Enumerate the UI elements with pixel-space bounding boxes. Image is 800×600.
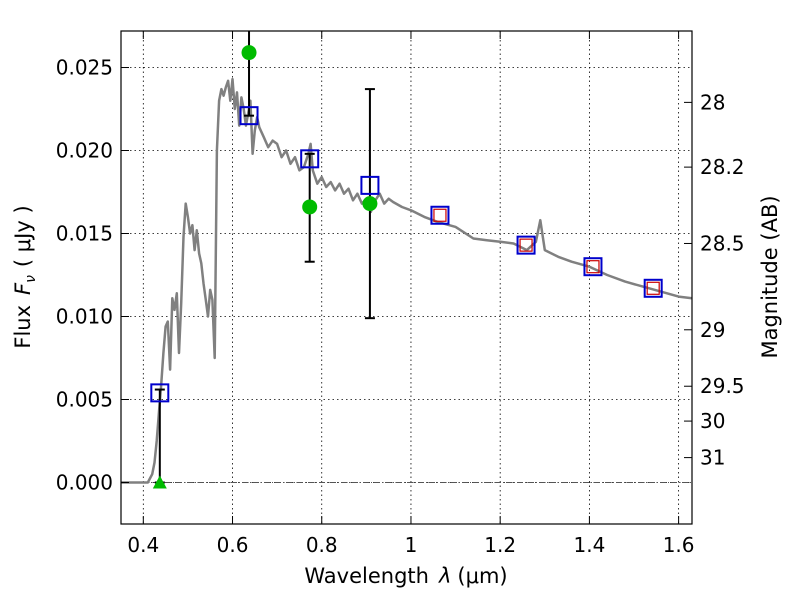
model-box-inner: [433, 208, 447, 222]
observed-point: [362, 196, 378, 212]
y2-tick-label: 29: [700, 318, 725, 342]
x-tick-label: 1.6: [663, 533, 695, 557]
y-tick-label: 0.005: [56, 388, 113, 412]
y2-axis-ticks: 28 28.2 28.5 29 29.5 30 31: [684, 90, 745, 470]
y2-tick-label: 28.2: [700, 155, 745, 179]
y2-axis-label: Magnitude (AB): [758, 195, 782, 358]
x-axis-label: Wavelength λ (μm): [304, 564, 507, 588]
model-photometry-box: [360, 175, 380, 195]
template-spectrum-line: [121, 77, 693, 484]
x-tick-label: 0.6: [217, 533, 249, 557]
grid: [121, 31, 692, 524]
model-box-inner: [586, 260, 600, 274]
y-axis-label: FluxFν( μJy ): [11, 205, 39, 348]
x-axis-ticks: 0.4 0.6 0.8 1 1.2 1.4 1.6: [127, 31, 695, 557]
x-tick-label: 0.8: [306, 533, 338, 557]
x-tick-label: 1.4: [573, 533, 605, 557]
model-photometry-box: [516, 235, 536, 255]
y2-tick-label: 29.5: [700, 374, 745, 398]
y2-tick-label: 28.5: [700, 231, 745, 255]
plot-frame: [120, 30, 693, 525]
y2-tick-label: 28: [700, 90, 725, 114]
observed-upper-limit-point: [152, 475, 167, 489]
model-photometry-box: [150, 383, 170, 403]
x-tick-label: 1: [405, 533, 418, 557]
y-tick-label: 0.015: [56, 222, 113, 246]
observed-point: [241, 45, 257, 61]
model-photometry-box: [239, 106, 259, 126]
model-photometry-box: [643, 278, 663, 298]
model-photometry-box: [300, 149, 320, 169]
y-tick-label: 0.010: [56, 305, 113, 329]
y-axis-ticks: 0.000 0.005 0.010 0.015 0.020 0.025: [56, 56, 129, 495]
errorbars: [154, 31, 375, 484]
model-box-inner: [646, 281, 660, 295]
model-box-inner: [519, 238, 533, 252]
x-tick-label: 0.4: [127, 533, 159, 557]
y2-tick-label: 31: [700, 446, 725, 470]
observed-photometry: [152, 45, 378, 489]
x-tick-label: 1.2: [484, 533, 516, 557]
y-tick-label: 0.020: [56, 139, 113, 163]
model-photometry-box: [430, 205, 450, 225]
observed-point: [302, 199, 318, 215]
model-photometry-box: [583, 257, 603, 277]
model-photometry: [150, 106, 663, 403]
y-tick-label: 0.025: [56, 56, 113, 80]
y-tick-label: 0.000: [56, 471, 113, 495]
y2-tick-label: 30: [700, 409, 725, 433]
